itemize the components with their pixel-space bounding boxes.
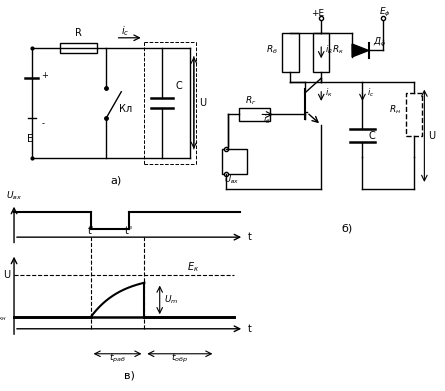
Text: -: - bbox=[41, 119, 44, 128]
Text: t: t bbox=[248, 324, 252, 334]
Text: C: C bbox=[175, 81, 182, 91]
Text: $Д_\phi$: $Д_\phi$ bbox=[373, 36, 386, 48]
Text: t": t" bbox=[125, 226, 133, 236]
Text: Кл: Кл bbox=[119, 104, 133, 114]
Text: $i_c$: $i_c$ bbox=[367, 86, 374, 99]
Text: $R_к$: $R_к$ bbox=[332, 44, 344, 56]
Text: $i_к$: $i_к$ bbox=[325, 86, 333, 99]
Bar bbox=[239, 108, 270, 121]
Bar bbox=[282, 33, 299, 72]
Text: $R_г$: $R_г$ bbox=[245, 95, 256, 107]
Text: U: U bbox=[3, 271, 10, 280]
Bar bbox=[313, 33, 329, 72]
Text: $i_б$: $i_б$ bbox=[263, 114, 271, 126]
Text: $U_{вх}$: $U_{вх}$ bbox=[224, 174, 239, 186]
Text: $U_0{=}U_{кн}$: $U_0{=}U_{кн}$ bbox=[0, 311, 6, 323]
Text: +E: +E bbox=[311, 9, 324, 18]
Text: $U_{вх}$: $U_{вх}$ bbox=[6, 190, 22, 202]
Text: $R_б$: $R_б$ bbox=[266, 44, 278, 56]
Text: $R_н$: $R_н$ bbox=[389, 103, 401, 116]
Text: а): а) bbox=[110, 176, 121, 186]
Text: $E_\phi$: $E_\phi$ bbox=[379, 5, 391, 19]
Bar bbox=[406, 93, 422, 136]
Text: б): б) bbox=[342, 224, 353, 234]
Text: t: t bbox=[248, 232, 252, 242]
Text: $U_m$: $U_m$ bbox=[164, 294, 178, 306]
Bar bbox=[222, 149, 247, 174]
Text: $t_{раб}$: $t_{раб}$ bbox=[109, 352, 126, 365]
Bar bbox=[60, 43, 97, 53]
Text: R: R bbox=[75, 28, 82, 38]
Text: E: E bbox=[27, 134, 33, 144]
Text: $i_R$: $i_R$ bbox=[325, 44, 333, 56]
Polygon shape bbox=[352, 44, 368, 57]
Text: $i_c$: $i_c$ bbox=[121, 24, 129, 38]
Text: в): в) bbox=[124, 371, 134, 381]
Text: t': t' bbox=[88, 226, 94, 236]
Text: $t_{обр}$: $t_{обр}$ bbox=[171, 352, 188, 365]
Text: +: + bbox=[41, 71, 48, 80]
Text: U: U bbox=[199, 98, 206, 108]
Text: C: C bbox=[368, 131, 376, 141]
Text: $E_к$: $E_к$ bbox=[186, 260, 199, 274]
Text: U: U bbox=[429, 131, 436, 141]
